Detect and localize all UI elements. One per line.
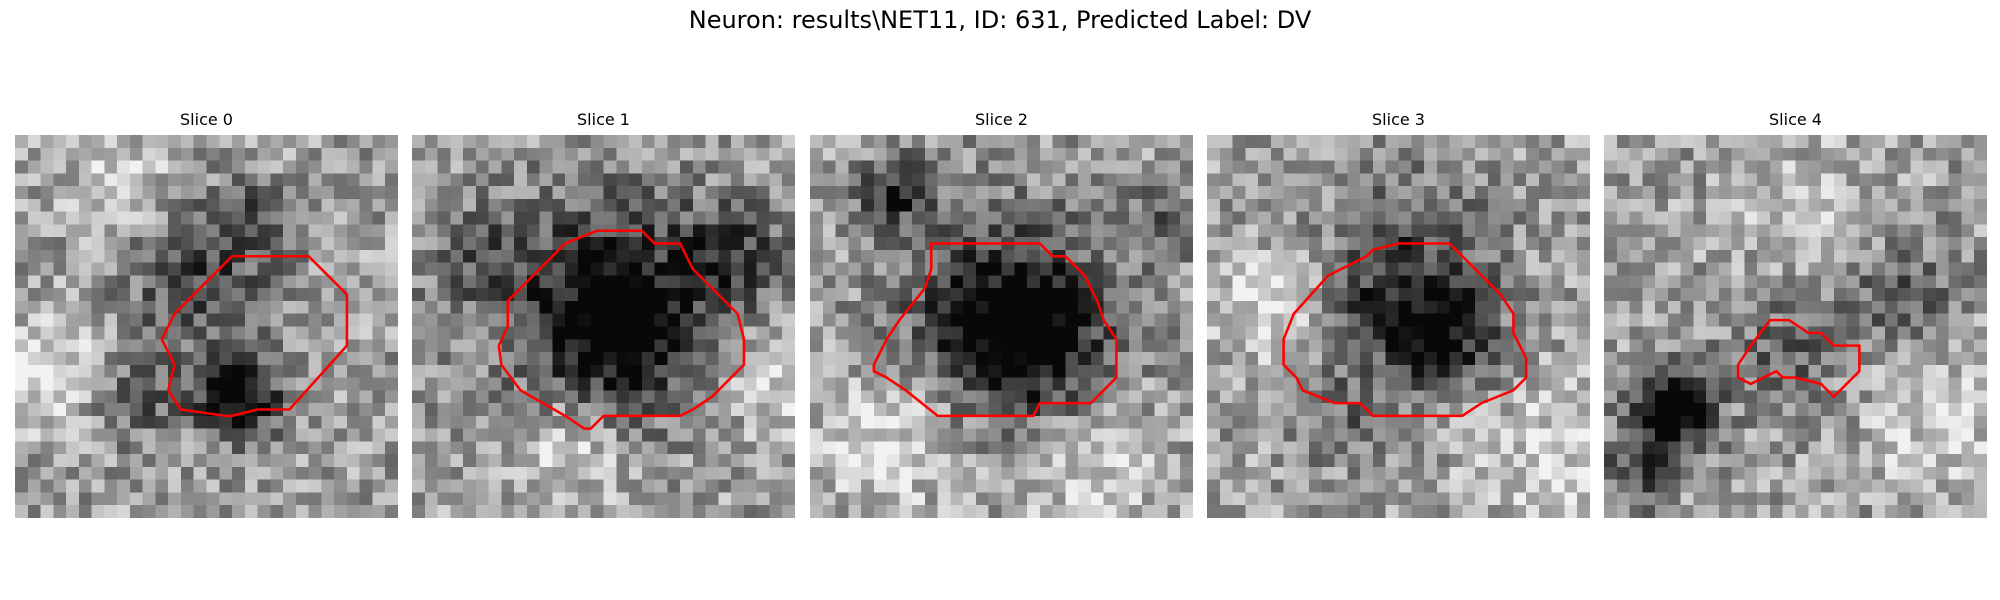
slice-panel-2: Slice 2 xyxy=(810,110,1193,518)
neuron-outline xyxy=(1282,242,1528,418)
slice-image xyxy=(412,135,795,518)
slice-title: Slice 2 xyxy=(975,110,1028,129)
slice-title: Slice 4 xyxy=(1769,110,1822,129)
slice-image xyxy=(810,135,1193,518)
slice-image xyxy=(1207,135,1590,518)
pixel-grid xyxy=(810,135,1193,518)
slice-title: Slice 1 xyxy=(577,110,630,129)
pixel-grid xyxy=(15,135,398,518)
slice-image xyxy=(1604,135,1987,518)
pixel-grid xyxy=(1207,135,1590,518)
slice-panel-1: Slice 1 xyxy=(412,110,795,518)
slice-image xyxy=(15,135,398,518)
slice-panel-4: Slice 4 xyxy=(1604,110,1987,518)
pixel-grid xyxy=(412,135,795,518)
neuron-outline xyxy=(1736,318,1861,399)
slice-title: Slice 0 xyxy=(180,110,233,129)
figure-title: Neuron: results\NET11, ID: 631, Predicte… xyxy=(688,6,1312,34)
slice-panel-3: Slice 3 xyxy=(1207,110,1590,518)
micrograph-svg xyxy=(412,135,795,518)
micrograph-svg xyxy=(810,135,1193,518)
slice-title: Slice 3 xyxy=(1372,110,1425,129)
neuron-outline xyxy=(160,255,349,418)
micrograph-svg xyxy=(1604,135,1987,518)
micrograph-svg xyxy=(15,135,398,518)
micrograph-svg xyxy=(1207,135,1590,518)
neuron-outline xyxy=(872,242,1118,418)
neuron-outline xyxy=(497,229,746,430)
pixel-grid xyxy=(1604,135,1987,518)
slice-panel-0: Slice 0 xyxy=(15,110,398,518)
